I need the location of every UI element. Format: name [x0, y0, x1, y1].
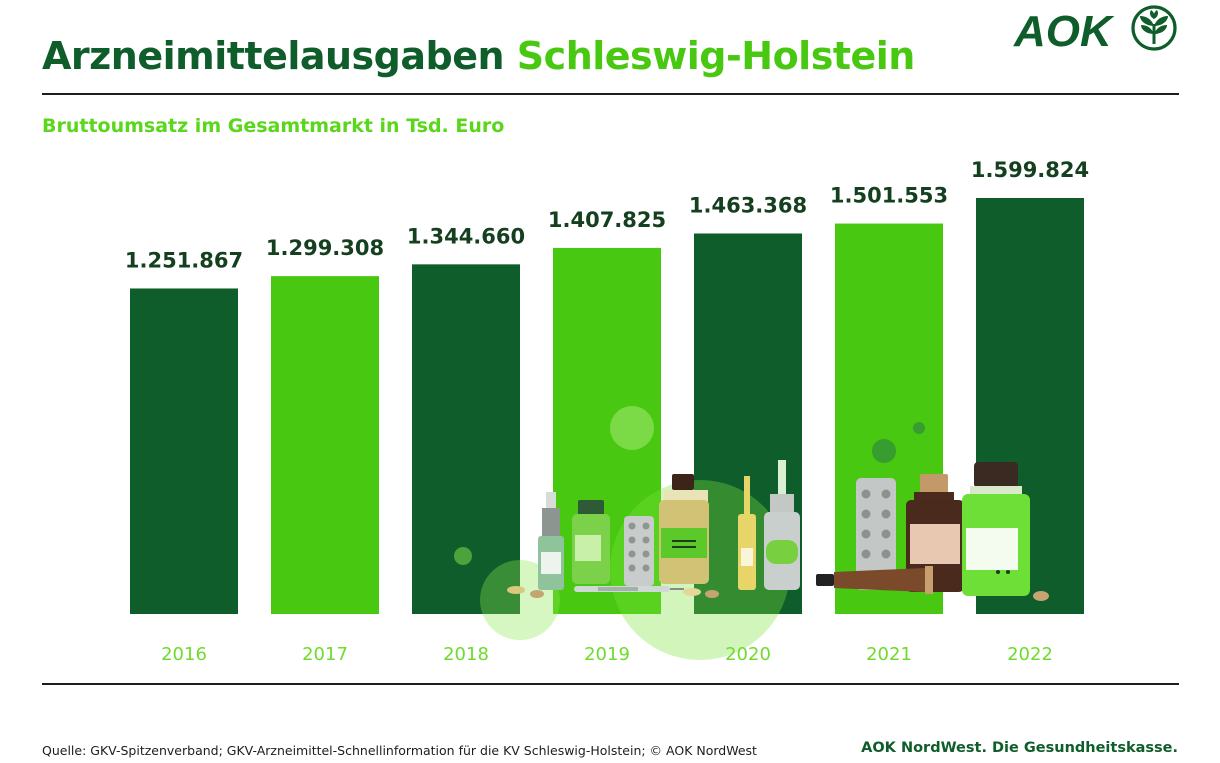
category-label-2017: 2017 — [302, 644, 348, 665]
value-label-2019: 1.407.825 — [548, 208, 666, 232]
category-label-2016: 2016 — [161, 644, 207, 665]
category-label-2018: 2018 — [443, 644, 489, 665]
footer-divider — [42, 683, 1179, 685]
category-label-2019: 2019 — [584, 644, 630, 665]
source-note: Quelle: GKV-Spitzenverband; GKV-Arzneimi… — [42, 743, 757, 758]
bar-2017 — [271, 276, 379, 614]
labels-group: 1.251.867 2016 1.299.308 2017 1.344.660 2018 1… — [125, 158, 1089, 665]
title-part-1: Arzneimittelausgaben — [42, 34, 505, 78]
value-label-2020: 1.463.368 — [689, 193, 807, 217]
header-divider — [42, 93, 1179, 95]
bar-chart: 1.251.867 2016 1.299.308 2017 1.344.660 2018 1… — [125, 158, 1089, 665]
aok-logo: AOK — [1013, 5, 1177, 56]
title-part-2: Schleswig-Holstein — [516, 34, 916, 78]
tree-icon — [1131, 5, 1177, 51]
category-label-2022: 2022 — [1007, 644, 1053, 665]
value-label-2022: 1.599.824 — [971, 158, 1089, 182]
footer-slogan: AOK NordWest. Die Gesundheitskasse. — [861, 740, 1178, 756]
logo-text: AOK — [1013, 7, 1115, 56]
chart-subtitle: Bruttoumsatz im Gesamtmarkt in Tsd. Euro — [42, 115, 505, 137]
value-label-2016: 1.251.867 — [125, 248, 243, 272]
value-label-2017: 1.299.308 — [266, 236, 384, 260]
category-label-2020: 2020 — [725, 644, 771, 665]
medicine-illustration — [454, 406, 1049, 660]
value-label-2018: 1.344.660 — [407, 224, 525, 248]
page-title: Arzneimittelausgaben Schleswig-Holstein — [42, 34, 915, 78]
bar-2016 — [130, 288, 238, 614]
value-label-2021: 1.501.553 — [830, 184, 948, 208]
category-label-2021: 2021 — [866, 644, 912, 665]
